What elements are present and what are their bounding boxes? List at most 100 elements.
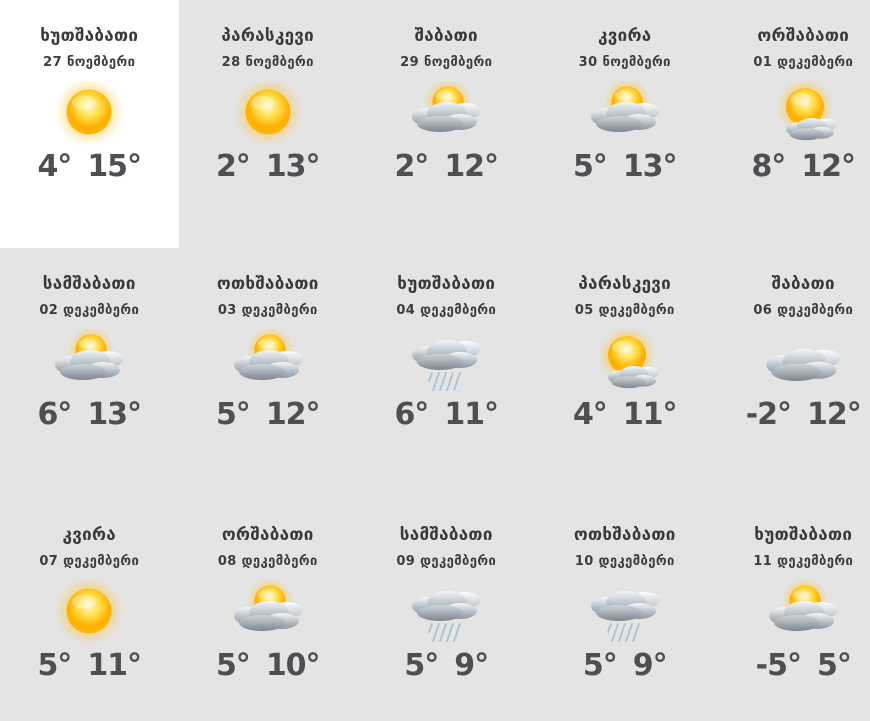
- temperatures: 5° 9°: [536, 649, 715, 683]
- temperatures: 4° 15°: [0, 150, 179, 184]
- temperatures: 5° 13°: [536, 150, 715, 184]
- temp-min: 5°: [37, 648, 72, 683]
- temp-min: -5°: [755, 648, 802, 683]
- day-name: კვირა: [62, 525, 117, 545]
- temp-min: 5°: [582, 648, 618, 683]
- temp-min: 5°: [215, 648, 251, 683]
- day-name: კვირა: [597, 26, 652, 46]
- temp-min: 5°: [215, 397, 251, 432]
- day-name: ხუთშაბათი: [40, 26, 139, 46]
- date-label: 07 დეკემბერი: [39, 554, 140, 569]
- weather-icon: [51, 81, 127, 145]
- forecast-card[interactable]: პარასკევი 05 დეკემბერი 4° 11°: [536, 248, 715, 499]
- weather-icon: [408, 81, 484, 145]
- date-label: 27 ნოემბერი: [43, 55, 136, 70]
- forecast-card[interactable]: კვირა 30 ნოემბერი 5° 13°: [536, 0, 715, 248]
- forecast-card[interactable]: ხუთშაბათი 04 დეკემბერი 6° 11°: [357, 248, 536, 499]
- day-name: სამშაბათი: [42, 274, 136, 294]
- date-label: 04 დეკემბერი: [396, 303, 497, 318]
- weather-icon: [408, 329, 484, 393]
- weather-icon: [587, 329, 663, 393]
- temp-max: 15°: [87, 149, 142, 184]
- forecast-card[interactable]: სამშაბათი 02 დეკემბერი 6° 13°: [0, 248, 179, 499]
- temp-min: 5°: [572, 149, 608, 184]
- temperatures: 5° 11°: [0, 649, 179, 683]
- forecast-card[interactable]: ხუთშაბათი 11 დეკემბერი -5° 5°: [714, 499, 870, 721]
- date-label: 02 დეკემბერი: [39, 303, 140, 318]
- temp-max: 12°: [265, 397, 321, 432]
- forecast-card[interactable]: კვირა 07 დეკემბერი 5° 11°: [0, 499, 179, 721]
- temp-max: 12°: [801, 149, 856, 184]
- temp-max: 9°: [632, 648, 668, 683]
- temperatures: 8° 12°: [714, 150, 870, 184]
- forecast-card[interactable]: ოთხშაბათი 03 დეკემბერი 5° 12°: [179, 248, 358, 499]
- temperatures: 5° 9°: [357, 649, 536, 683]
- date-label: 08 დეკემბერი: [217, 554, 318, 569]
- day-name: პარასკევი: [221, 26, 315, 46]
- temp-min: 6°: [394, 397, 429, 432]
- day-name: პარასკევი: [578, 274, 672, 294]
- temp-max: 13°: [622, 149, 678, 184]
- temperatures: 2° 13°: [179, 150, 358, 184]
- forecast-card-selected[interactable]: ხუთშაბათი 27 ნოემბერი 4° 15°: [0, 0, 179, 248]
- temperatures: -5° 5°: [714, 649, 870, 683]
- temp-max: 12°: [444, 149, 499, 184]
- temperatures: 4° 11°: [536, 398, 715, 432]
- date-label: 03 დეკემბერი: [217, 303, 318, 318]
- day-name: შაბათი: [771, 274, 835, 294]
- forecast-card[interactable]: სამშაბათი 09 დეკემბერი 5° 9°: [357, 499, 536, 721]
- temp-min: 4°: [572, 397, 608, 432]
- temp-min: 5°: [404, 648, 439, 683]
- weather-icon: [51, 580, 127, 644]
- temperatures: 6° 13°: [0, 398, 179, 432]
- date-label: 05 დეკემბერი: [574, 303, 675, 318]
- temp-max: 9°: [454, 648, 489, 683]
- date-label: 10 დეკემბერი: [574, 554, 675, 569]
- forecast-card[interactable]: შაბათი 29 ნოემბერი 2° 12°: [357, 0, 536, 248]
- day-name: ორშაბათი: [757, 26, 850, 46]
- temp-min: 2°: [215, 149, 251, 184]
- forecast-card[interactable]: ოთხშაბათი 10 დეკემბერი 5° 9°: [536, 499, 715, 721]
- day-name: ხუთშაბათი: [754, 525, 853, 545]
- temp-max: 13°: [87, 397, 142, 432]
- forecast-card[interactable]: პარასკევი 28 ნოემბერი 2° 13°: [179, 0, 358, 248]
- date-label: 09 დეკემბერი: [396, 554, 497, 569]
- temp-max: 10°: [265, 648, 321, 683]
- date-label: 11 დეკემბერი: [753, 554, 854, 569]
- forecast-card[interactable]: ორშაბათი 08 დეკემბერი 5° 10°: [179, 499, 358, 721]
- weather-icon: [51, 329, 127, 393]
- forecast-card[interactable]: შაბათი 06 დეკემბერი -2° 12°: [714, 248, 870, 499]
- forecast-card[interactable]: ორშაბათი 01 დეკემბერი 8° 12°: [714, 0, 870, 248]
- weather-icon: [587, 580, 663, 644]
- temp-min: -2°: [745, 397, 792, 432]
- weather-icon: [230, 580, 306, 644]
- temp-max: 11°: [87, 648, 142, 683]
- day-name: ხუთშაბათი: [397, 274, 496, 294]
- day-name: სამშაბათი: [399, 525, 493, 545]
- temp-max: 5°: [816, 648, 852, 683]
- date-label: 30 ნოემბერი: [578, 55, 671, 70]
- temperatures: 5° 10°: [179, 649, 358, 683]
- weather-icon: [765, 329, 842, 393]
- temp-max: 13°: [265, 149, 321, 184]
- date-label: 06 დეკემბერი: [753, 303, 854, 318]
- temp-max: 11°: [622, 397, 678, 432]
- date-label: 29 ნოემბერი: [400, 55, 493, 70]
- day-name: ოთხშაბათი: [216, 274, 319, 294]
- date-label: 01 დეკემბერი: [753, 55, 854, 70]
- temperatures: 2° 12°: [357, 150, 536, 184]
- temp-min: 4°: [37, 149, 72, 184]
- temp-max: 12°: [807, 397, 862, 432]
- day-name: ორშაბათი: [221, 525, 314, 545]
- weather-icon: [587, 81, 663, 145]
- day-name: შაბათი: [414, 26, 478, 46]
- weather-icon: [765, 81, 841, 145]
- temperatures: -2° 12°: [714, 398, 870, 432]
- date-label: 28 ნოემბერი: [221, 55, 314, 70]
- weather-icon: [230, 329, 306, 393]
- temperatures: 5° 12°: [179, 398, 358, 432]
- temp-min: 6°: [37, 397, 72, 432]
- day-name: ოთხშაბათი: [573, 525, 676, 545]
- weather-icon: [765, 580, 841, 644]
